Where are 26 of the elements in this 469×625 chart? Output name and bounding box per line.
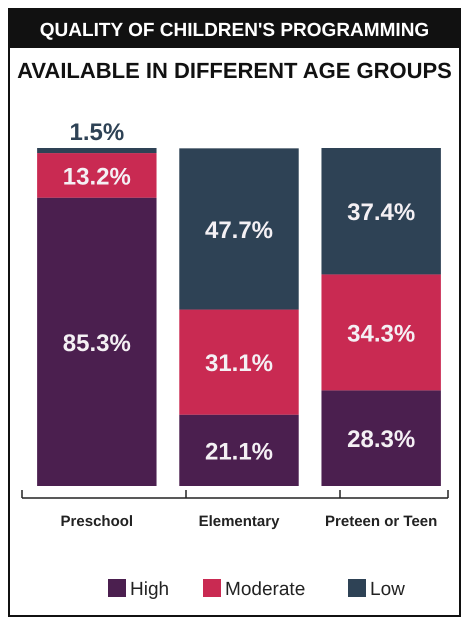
data-label: 47.7% xyxy=(204,216,274,244)
bar xyxy=(37,198,157,486)
legend-label: Moderate xyxy=(225,579,306,600)
data-label: 21.1% xyxy=(204,438,274,466)
legend-label: High xyxy=(130,579,170,600)
bar xyxy=(179,414,299,486)
x-tick-label: Preteen or Teen xyxy=(325,513,438,530)
bar xyxy=(321,274,441,390)
bar xyxy=(321,390,441,486)
data-label: 31.1% xyxy=(204,350,274,378)
data-label: 13.2% xyxy=(62,163,131,190)
data-label: 1.5% xyxy=(69,119,124,146)
data-label: 37.4% xyxy=(347,199,416,226)
bar xyxy=(179,310,299,415)
bar xyxy=(37,148,157,154)
data-label: 28.3% xyxy=(347,426,416,454)
x-tick-label: Preschool xyxy=(60,513,134,530)
chart-subtitle: AVAILABLE IN DIFFERENT AGE GROUPS xyxy=(17,58,452,83)
data-label: 34.3% xyxy=(347,320,416,348)
x-tick-label: Elementary xyxy=(198,513,280,530)
data-label: 85.3% xyxy=(62,330,131,357)
bar xyxy=(321,148,441,274)
chart-title: QUALITY OF CHILDREN'S PROGRAMMING xyxy=(40,20,430,41)
legend-label: Low xyxy=(370,579,406,600)
bar xyxy=(179,148,299,310)
bar xyxy=(37,153,157,198)
